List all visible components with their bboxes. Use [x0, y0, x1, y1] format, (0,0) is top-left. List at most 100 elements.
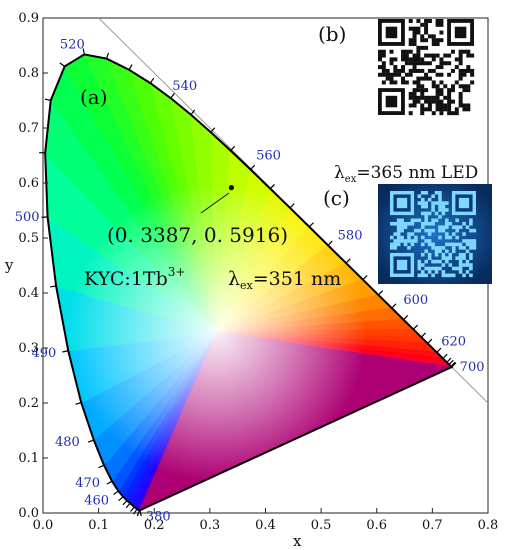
- locus-tick: [75, 402, 82, 405]
- qr-module: [427, 53, 432, 58]
- wavelength-label-500: 500: [15, 210, 40, 225]
- qr-module: [416, 49, 421, 54]
- qr-module: [390, 246, 394, 250]
- qr-module: [393, 68, 398, 73]
- coordinate-annotation: (0. 3387, 0. 5916): [107, 223, 288, 247]
- qr-module: [381, 61, 386, 66]
- qr-module: [378, 49, 382, 54]
- qr-module: [389, 49, 394, 54]
- qr-module: [441, 263, 446, 267]
- qr-module: [458, 95, 463, 100]
- qr-module: [424, 221, 428, 226]
- qr-module: [378, 72, 382, 77]
- spectral-locus: [44, 53, 454, 512]
- qr-module: [408, 49, 413, 54]
- qr-finder-core: [385, 95, 398, 108]
- qr-module: [431, 208, 435, 212]
- locus-tick: [170, 93, 175, 99]
- qr-module: [404, 80, 409, 85]
- qr-module: [435, 65, 440, 70]
- qr-module: [465, 270, 470, 274]
- qr-module: [408, 61, 413, 66]
- qr-module: [424, 76, 429, 81]
- qr-module: [458, 259, 463, 264]
- qr-module: [445, 259, 449, 264]
- qr-module: [438, 249, 442, 254]
- qr-module: [431, 228, 435, 233]
- qr-module: [469, 273, 473, 278]
- qr-module: [431, 242, 435, 247]
- wavelength-label-480: 480: [55, 435, 80, 450]
- qr-module: [427, 76, 432, 81]
- wavelength-label-540: 540: [172, 79, 197, 94]
- qr-module: [400, 225, 404, 229]
- qr-module: [435, 42, 440, 47]
- qr-module: [389, 72, 394, 77]
- locus-tick: [136, 510, 140, 517]
- x-tick-label: 0.5: [311, 518, 332, 533]
- qr-module: [424, 239, 428, 243]
- qr-module: [417, 263, 422, 267]
- qr-module: [407, 221, 411, 226]
- qr-module: [434, 249, 439, 254]
- qr-module: [393, 221, 398, 226]
- qr-module: [412, 68, 417, 73]
- qr-module: [396, 221, 401, 226]
- data-point: [228, 185, 235, 191]
- qr-module: [420, 34, 425, 39]
- wavelength-label-600: 600: [403, 293, 428, 308]
- qr-module: [462, 49, 467, 54]
- lambda-subscript-a: ex: [240, 279, 254, 292]
- qr-module: [424, 38, 429, 43]
- qr-module: [412, 103, 417, 108]
- locus-tick: [442, 353, 448, 359]
- qr-module: [427, 256, 432, 260]
- qr-module: [412, 57, 417, 62]
- wavelength-label-620: 620: [441, 334, 466, 349]
- locus-tick: [362, 274, 368, 281]
- qr-module: [447, 91, 452, 96]
- qr-module: [448, 252, 453, 257]
- qr-module: [447, 88, 452, 93]
- qr-module: [466, 65, 471, 70]
- panel-a-label: (a): [80, 85, 108, 109]
- qr-module: [401, 53, 406, 58]
- qr-module: [408, 91, 413, 96]
- qr-module: [465, 239, 470, 243]
- qr-module: [407, 232, 411, 236]
- qr-module: [412, 34, 417, 39]
- excitation-label-c: λex=365 nm LED: [334, 163, 478, 185]
- qr-module: [404, 49, 409, 54]
- qr-module: [466, 68, 471, 73]
- qr-module: [401, 76, 406, 81]
- qr-module: [431, 99, 436, 104]
- x-tick-label: 0.1: [88, 518, 109, 533]
- qr-module: [438, 225, 442, 229]
- qr-module: [470, 72, 475, 77]
- panel-c-label: (c): [323, 186, 350, 210]
- qr-module: [450, 88, 455, 93]
- qr-module: [378, 65, 382, 70]
- qr-module: [427, 221, 432, 226]
- qr-finder-core: [458, 197, 470, 209]
- qr-module: [420, 111, 425, 116]
- qr-module: [462, 68, 467, 73]
- qr-module: [427, 232, 432, 236]
- qr-module: [443, 84, 448, 89]
- excitation-value-a: =351 nm: [253, 268, 341, 290]
- qr-module: [469, 239, 473, 243]
- y-tick-label: 0.0: [18, 506, 39, 521]
- qr-module: [448, 273, 453, 278]
- qr-module: [414, 218, 418, 223]
- locus-tick: [345, 258, 351, 264]
- locus-tick: [412, 324, 418, 330]
- qr-module: [435, 91, 440, 96]
- qr-module: [462, 256, 466, 260]
- qr-module: [438, 194, 442, 199]
- qr-module: [431, 273, 435, 278]
- qr-module: [441, 211, 446, 216]
- qr-module: [434, 218, 439, 223]
- wavelength-label-490: 490: [31, 346, 56, 361]
- qr-module: [400, 235, 404, 240]
